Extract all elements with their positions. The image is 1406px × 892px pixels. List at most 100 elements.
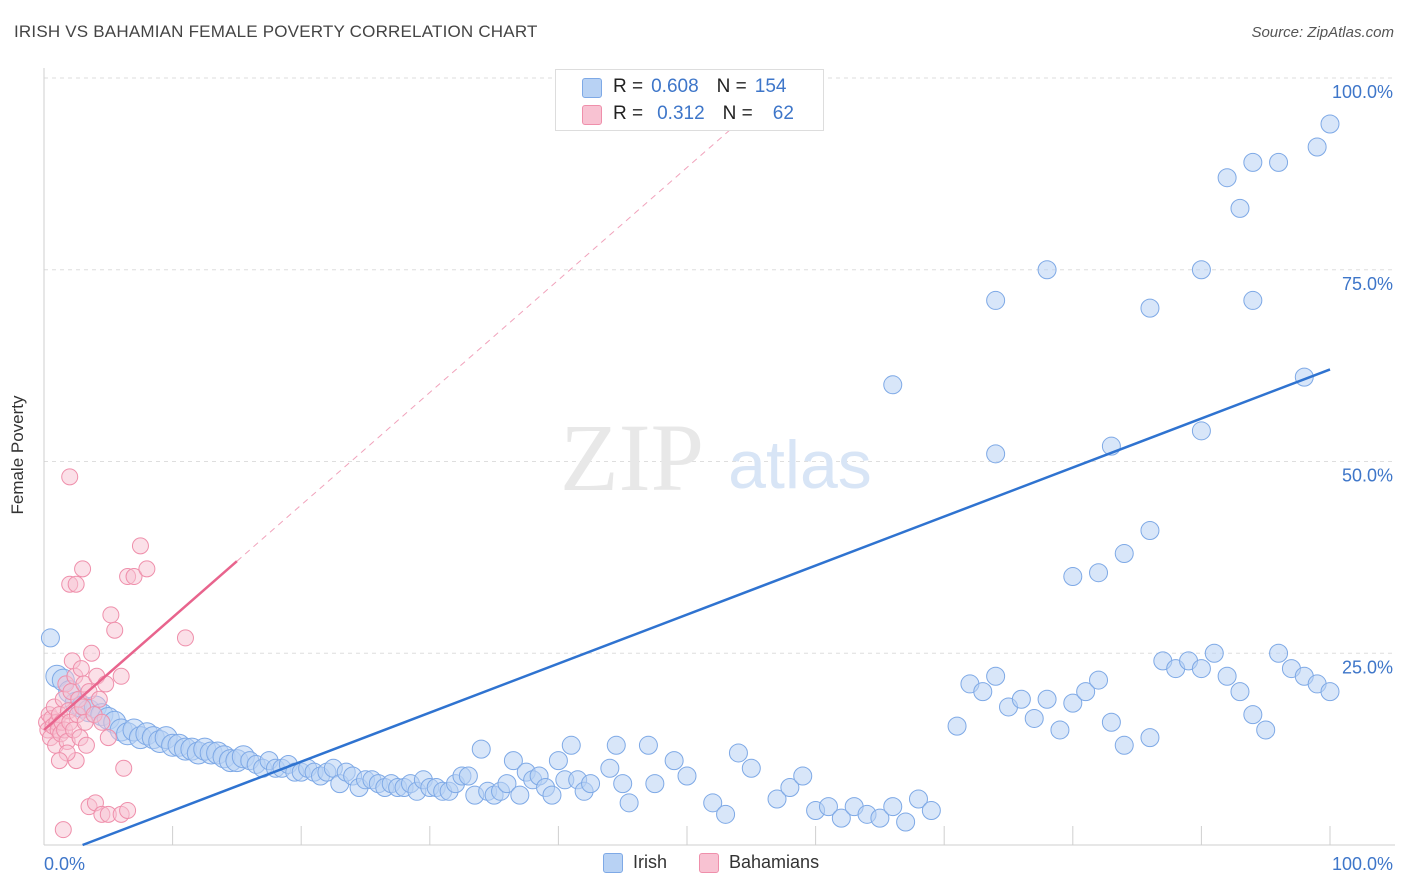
tick-labels: 25.0% 50.0% 75.0% 100.0% 0.0% 100.0%	[44, 82, 1393, 874]
irish-point	[645, 774, 665, 794]
irish-point	[1114, 544, 1134, 564]
irish-point	[548, 751, 568, 771]
irish-point	[883, 375, 903, 395]
irish-point	[619, 793, 639, 813]
irish-point	[1191, 260, 1211, 280]
irish-point	[1063, 567, 1083, 587]
irish-point	[883, 797, 903, 817]
bahamian-point	[90, 690, 108, 708]
irish-point	[986, 290, 1006, 310]
bahamian-point	[74, 560, 92, 578]
bahamian-point	[125, 568, 143, 586]
x-tick-label: 100.0%	[1332, 854, 1393, 874]
irish-point	[728, 743, 748, 763]
bahamian-point	[67, 575, 85, 593]
irish-point	[561, 735, 581, 755]
bahamian-point	[112, 667, 130, 685]
irish-point	[40, 628, 60, 648]
irish-point	[1269, 152, 1289, 172]
watermark-atlas: atlas	[728, 427, 872, 503]
irish-point	[581, 774, 601, 794]
bahamian-r-label: R =	[613, 103, 644, 124]
bahamian-point	[72, 660, 90, 678]
irish-points	[40, 114, 1340, 832]
irish-n-label: N =	[716, 76, 747, 97]
bahamian-swatch	[582, 105, 602, 125]
bahamian-point	[138, 560, 156, 578]
irish-point	[986, 444, 1006, 464]
irish-point	[1320, 682, 1340, 702]
irish-point	[716, 804, 736, 824]
bahamian-n-label: N =	[722, 103, 753, 124]
bahamian-point	[115, 759, 133, 777]
y-tick-label: 75.0%	[1342, 274, 1393, 294]
irish-point	[1269, 643, 1289, 663]
irish-point	[1307, 137, 1327, 157]
irish-point	[1076, 682, 1096, 702]
irish-swatch	[582, 78, 602, 98]
legend-row-irish: R = 0.608 N = 154	[582, 75, 786, 99]
irish-point	[1089, 670, 1109, 690]
irish-point	[1140, 728, 1160, 748]
irish-point	[664, 751, 684, 771]
legend-item-bahamians: Bahamians	[699, 852, 819, 873]
irish-point	[458, 766, 478, 786]
bahamian-point	[77, 736, 95, 754]
bahamian-point	[119, 801, 137, 819]
irish-point	[471, 739, 491, 759]
irish-point	[818, 797, 838, 817]
irish-point	[1243, 705, 1263, 725]
irish-point	[1191, 659, 1211, 679]
watermark-zip: ZIP	[560, 404, 704, 511]
irish-point	[767, 789, 787, 809]
irish-point	[503, 751, 523, 771]
axes	[43, 68, 1395, 846]
irish-point	[1217, 168, 1237, 188]
irish-point	[1204, 643, 1224, 663]
y-tick-label: 50.0%	[1342, 466, 1393, 486]
irish-r-value: 0.608	[651, 76, 699, 97]
irish-point	[510, 785, 530, 805]
correlation-legend: R = 0.608 N = 154 R = 0.312 N = 62	[555, 69, 824, 131]
irish-point	[986, 666, 1006, 686]
bahamian-point	[50, 752, 68, 770]
irish-r-label: R =	[613, 76, 644, 97]
bahamian-point	[97, 675, 115, 693]
irish-point	[1243, 152, 1263, 172]
irish-point	[793, 766, 813, 786]
irish-point	[1140, 521, 1160, 541]
irish-point	[1011, 689, 1031, 709]
bahamian-n-value: 62	[772, 103, 794, 124]
bahamian-r-value: 0.312	[657, 103, 705, 124]
bahamian-point	[176, 629, 194, 647]
irish-point	[1217, 666, 1237, 686]
irish-point	[831, 808, 851, 828]
irish-point	[973, 682, 993, 702]
chart-title: IRISH VS BAHAMIAN FEMALE POVERTY CORRELA…	[14, 22, 538, 41]
legend-item-irish: Irish	[603, 852, 667, 873]
bahamian-point	[61, 468, 79, 486]
irish-point	[908, 789, 928, 809]
bahamian-point	[102, 606, 120, 624]
irish-point	[741, 758, 761, 778]
y-tick-label: 25.0%	[1342, 657, 1393, 677]
irish-point	[1050, 720, 1070, 740]
irish-point	[1191, 421, 1211, 441]
irish-point	[542, 785, 562, 805]
irish-point	[703, 793, 723, 813]
irish-point	[870, 808, 890, 828]
bahamian-trend-extension	[236, 77, 790, 562]
irish-point	[780, 777, 800, 797]
legend-bahamian-label: Bahamians	[729, 852, 820, 872]
irish-point	[1243, 290, 1263, 310]
irish-point	[497, 774, 517, 794]
irish-point	[1230, 682, 1250, 702]
bahamian-point	[83, 644, 101, 662]
irish-point	[896, 812, 916, 832]
legend-bahamian-swatch	[699, 852, 720, 873]
irish-point	[677, 766, 697, 786]
watermark: ZIP atlas	[560, 404, 872, 511]
irish-point	[921, 800, 941, 820]
y-tick-label: 100.0%	[1332, 82, 1393, 102]
